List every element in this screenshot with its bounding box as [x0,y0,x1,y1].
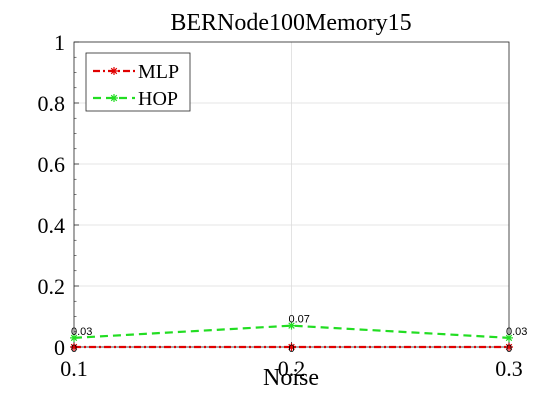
data-label-hop: 0.03 [506,326,527,338]
x-tick-label: 0.2 [278,356,306,381]
y-tick-label: 0.8 [38,91,66,116]
legend-label-mlp: MLP [138,61,179,83]
series-hop [70,321,513,342]
series-legend-mlp-point-0 [110,67,118,75]
series-legend-hop-point-0 [110,94,118,102]
series-hop-point-0 [70,333,78,342]
series-mlp [70,343,513,351]
series-hop-point-2 [505,333,513,342]
legend-box [85,52,191,112]
series-mlp-point-0 [70,343,78,351]
x-axis-title: Noise [263,365,319,391]
data-label-mlp: 0 [506,343,512,355]
y-tick-label: 1 [54,30,65,55]
series-line-hop [73,324,510,339]
series-mlp-point-2 [505,343,513,351]
data-label-mlp: 0 [71,343,77,355]
data-labels: 0.03 0.07 0.03 0 0 0 [71,314,527,355]
data-label-hop: 0.03 [71,326,92,338]
chart-title: BERNode100Memory15 [170,10,411,36]
data-label-hop: 0.07 [289,314,310,326]
series-mlp-point-1 [287,343,296,351]
y-tick-label: 0.4 [38,213,66,238]
data-label-mlp: 0 [289,343,295,355]
series-layer [70,321,513,351]
tick-labels: 00.20.40.60.810.1 0.2 0.3 [38,30,523,381]
y-tick-label: 0.2 [38,274,66,299]
x-tick-label: 0.1 [60,356,88,381]
legend-label-hop: HOP [138,88,178,110]
y-tick-label: 0 [54,335,65,360]
x-tick-label: 0.3 [495,356,523,381]
legend: MLP HOP [85,52,191,112]
series-hop-point-1 [287,321,296,330]
y-tick-label: 0.6 [38,152,66,177]
